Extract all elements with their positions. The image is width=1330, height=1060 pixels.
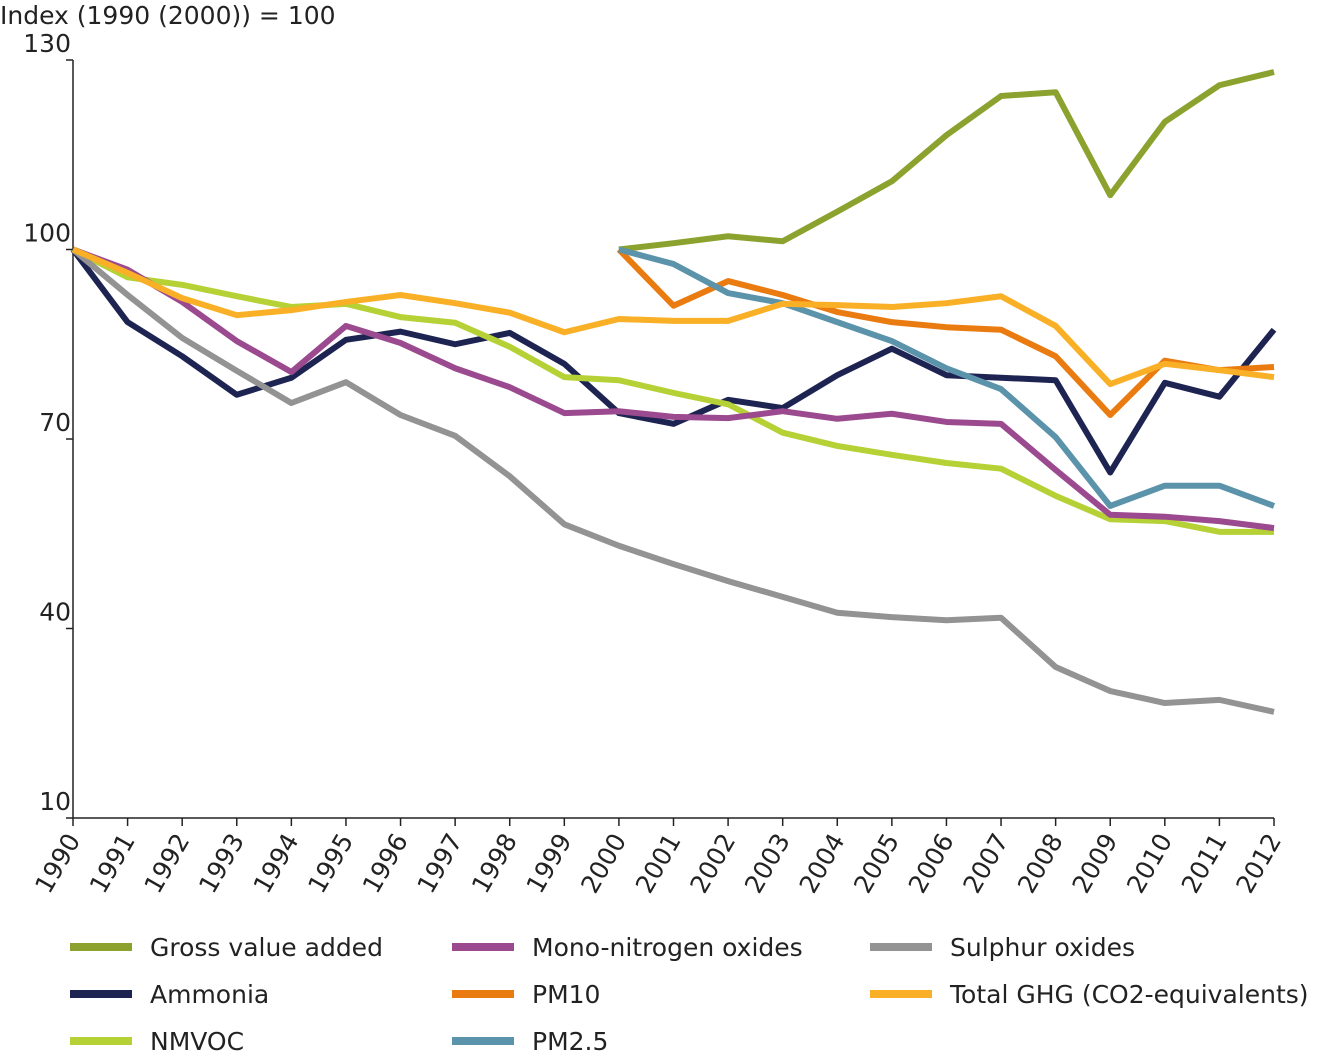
legend-label: Ammonia bbox=[150, 980, 269, 1009]
x-tick-label: 2005 bbox=[848, 829, 905, 899]
x-tick-label: 2007 bbox=[957, 828, 1014, 898]
legend-label: PM2.5 bbox=[532, 1027, 608, 1056]
y-tick-label: 130 bbox=[23, 29, 71, 58]
x-tick-label: 1999 bbox=[521, 829, 578, 899]
legend-label: Mono-nitrogen oxides bbox=[532, 933, 803, 962]
series-line bbox=[71, 246, 1275, 532]
series-line bbox=[616, 247, 1275, 418]
y-tick-label: 100 bbox=[23, 219, 71, 248]
x-tick-label: 1995 bbox=[302, 829, 359, 899]
y-tick-label: 40 bbox=[39, 598, 71, 627]
x-tick-label: 2002 bbox=[684, 829, 741, 899]
series-line bbox=[618, 69, 1275, 253]
x-tick-label: 1991 bbox=[84, 829, 141, 899]
series-line bbox=[71, 246, 1275, 388]
y-tick-label: 10 bbox=[39, 787, 71, 816]
x-tick-label: 1996 bbox=[357, 829, 414, 899]
x-tick-label: 1994 bbox=[248, 829, 305, 899]
x-tick-label: 1990 bbox=[29, 829, 86, 899]
y-axis-title: Index (1990 (2000)) = 100 bbox=[0, 1, 336, 30]
legend-label: PM10 bbox=[532, 980, 600, 1009]
x-tick-label: 2006 bbox=[903, 829, 960, 899]
y-tick-label: 70 bbox=[39, 408, 71, 437]
x-tick-label: 2008 bbox=[1012, 829, 1069, 899]
x-tick-label: 2001 bbox=[630, 829, 687, 899]
x-tick-label: 2011 bbox=[1176, 829, 1233, 899]
legend-label: Gross value added bbox=[150, 933, 383, 962]
x-tick-label: 2004 bbox=[794, 829, 851, 899]
series-line bbox=[618, 246, 1276, 509]
series-line bbox=[71, 246, 1274, 535]
series-line bbox=[71, 247, 1275, 715]
x-tick-label: 1998 bbox=[466, 829, 523, 899]
series-line bbox=[70, 247, 1277, 476]
x-tick-label: 1993 bbox=[193, 829, 250, 899]
x-tick-label: 2010 bbox=[1121, 829, 1178, 899]
x-tick-label: 2000 bbox=[575, 829, 632, 899]
x-tick-label: 1997 bbox=[411, 829, 468, 899]
legend-label: Total GHG (CO2-equivalents) bbox=[949, 980, 1309, 1009]
legend-label: Sulphur oxides bbox=[950, 933, 1135, 962]
x-tick-label: 2012 bbox=[1230, 829, 1287, 899]
x-tick-label: 1992 bbox=[138, 829, 195, 899]
legend-label: NMVOC bbox=[150, 1027, 244, 1056]
x-tick-label: 2009 bbox=[1066, 829, 1123, 899]
x-tick-label: 2003 bbox=[739, 829, 796, 899]
